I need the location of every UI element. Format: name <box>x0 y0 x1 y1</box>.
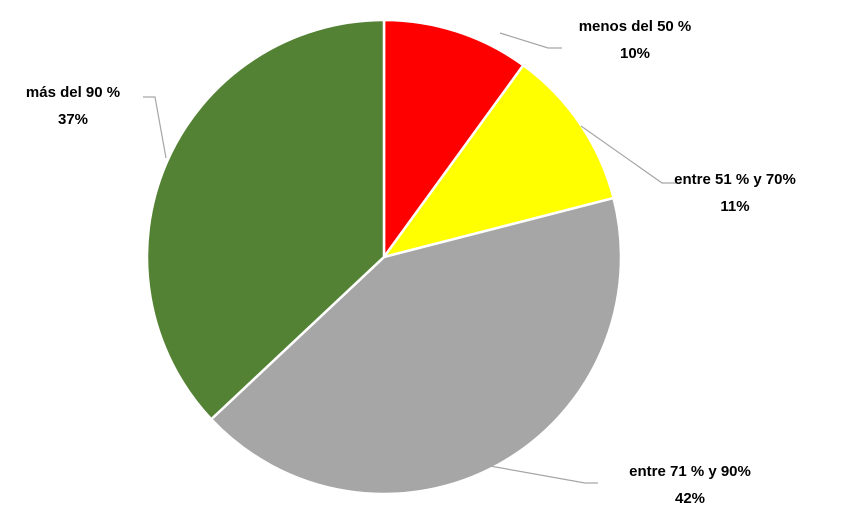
pie-slice <box>380 63 616 260</box>
data-label-value: 37% <box>58 111 88 128</box>
data-label-name: entre 51 % y 70% <box>674 171 796 188</box>
data-label-value: 10% <box>620 45 650 62</box>
pie-slice <box>382 18 526 261</box>
leader-line <box>580 125 676 184</box>
pie-slice <box>145 18 386 422</box>
leader-line <box>143 96 167 159</box>
data-label-value: 42% <box>675 490 705 507</box>
data-label-name: más del 90 % <box>26 84 120 101</box>
leader-line <box>489 465 598 484</box>
data-label-name: menos del 50 % <box>579 18 692 35</box>
pie-slice <box>209 196 623 496</box>
leader-line <box>499 32 562 49</box>
data-label-value: 11% <box>720 198 749 215</box>
data-label-name: entre 71 % y 90% <box>629 463 751 480</box>
